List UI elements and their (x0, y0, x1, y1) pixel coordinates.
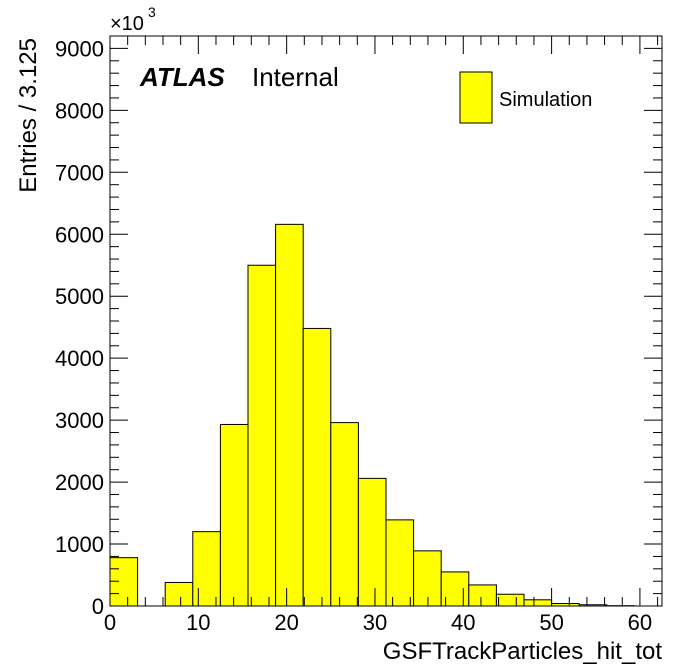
x-tick-label: 10 (186, 610, 210, 635)
axis-ticks (109, 35, 662, 607)
y-axis-multiplier: ×10 (110, 13, 144, 35)
x-axis-title: GSFTrackParticles_hit_tot (383, 638, 663, 665)
y-tick-label: 2000 (55, 470, 104, 495)
histogram-bar (164, 581, 194, 607)
y-tick-label: 8000 (55, 98, 104, 123)
y-axis-multiplier-exponent: 3 (148, 4, 156, 20)
x-tick-label: 50 (539, 610, 563, 635)
x-tick-labels: 0 10 20 30 40 50 60 (104, 610, 652, 635)
y-tick-label: 3000 (55, 408, 104, 433)
histogram-bar (468, 584, 497, 607)
x-tick-label: 40 (451, 610, 475, 635)
histogram-bar (523, 599, 553, 607)
y-axis-title: Entries / 3.125 (15, 38, 42, 193)
histogram-bars (109, 223, 635, 607)
y-tick-label: 4000 (55, 346, 104, 371)
y-tick-label: 7000 (55, 160, 104, 185)
y-tick-label: 5000 (55, 284, 104, 309)
histogram-bar (385, 519, 415, 607)
internal-label: Internal (252, 62, 339, 92)
histogram-bar (109, 557, 139, 607)
x-tick-label: 0 (104, 610, 116, 635)
histogram-bar (192, 531, 221, 607)
legend-label-simulation: Simulation (499, 89, 592, 111)
histogram-bar (330, 422, 359, 607)
histogram-bar (495, 593, 525, 607)
y-tick-label: 6000 (55, 222, 104, 247)
y-tick-label: 9000 (55, 36, 104, 61)
y-tick-label: 0 (92, 594, 104, 619)
y-tick-label: 1000 (55, 532, 104, 557)
x-tick-label: 60 (628, 610, 652, 635)
legend-swatch-simulation (459, 71, 493, 124)
atlas-label: ATLAS (139, 62, 225, 92)
histogram-bar (357, 477, 387, 607)
y-tick-labels: 0 1000 2000 3000 4000 5000 6000 7000 8000 9000 (55, 36, 104, 619)
histogram-bar (302, 327, 332, 607)
histogram-bar (247, 264, 277, 607)
x-tick-label: 20 (274, 610, 298, 635)
x-tick-label: 30 (363, 610, 387, 635)
histogram-bar (275, 223, 304, 607)
histogram-bar (413, 550, 442, 607)
legend: Simulation (459, 71, 592, 124)
histogram-bar (219, 423, 249, 607)
